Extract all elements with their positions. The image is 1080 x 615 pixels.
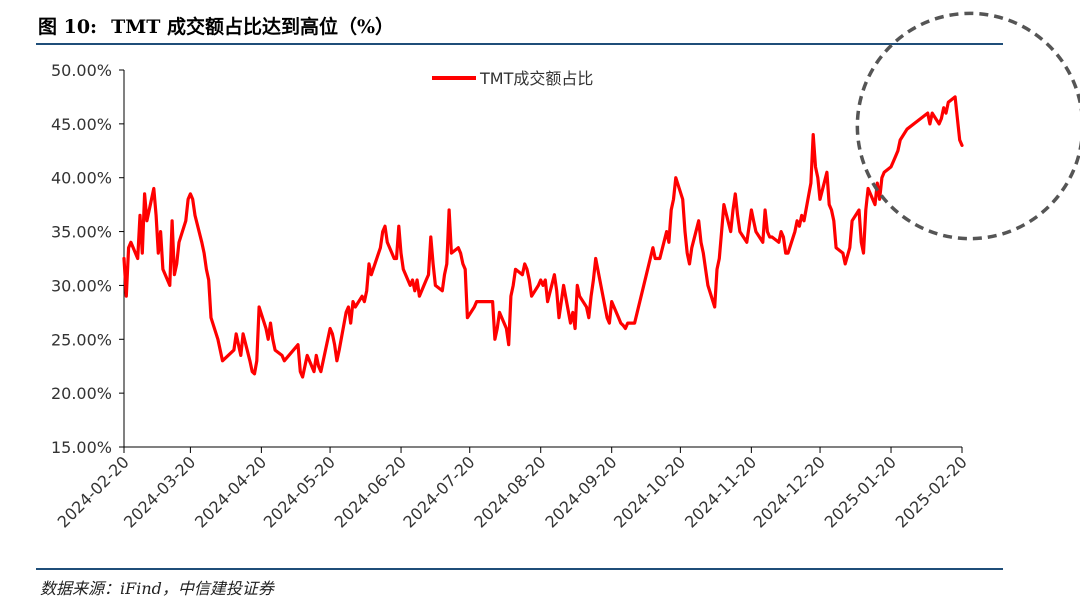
x-tick-label: 2024-03-20 [120, 452, 199, 531]
x-tick-label: 2024-05-20 [260, 452, 339, 531]
y-tick-label: 40.00% [51, 169, 112, 188]
line-chart: 15.00% 20.00% 25.00% 30.00% 35.00% 40.00% 45.0… [51, 11, 1080, 532]
highlight-circle [855, 11, 1080, 241]
x-tick-label: 2024-09-20 [541, 452, 620, 531]
top-rule [36, 43, 1003, 45]
y-tick-label: 35.00% [51, 223, 112, 242]
legend-label: TMT成交额占比 [479, 69, 593, 88]
x-tick-label: 2024-04-20 [191, 452, 270, 531]
y-tick-label: 15.00% [51, 438, 112, 457]
series-line-tmt [122, 95, 964, 379]
y-tick-label: 50.00% [51, 61, 112, 80]
bottom-rule [36, 568, 1003, 570]
x-tick-label: 2024-10-20 [610, 452, 689, 531]
x-tick-label: 2024-12-20 [750, 452, 829, 531]
x-tick-label: 2024-08-20 [470, 452, 549, 531]
y-tick-label: 20.00% [51, 384, 112, 403]
source-note: 数据来源：iFind，中信建投证券 [40, 579, 274, 598]
y-tick-label: 45.00% [51, 115, 112, 134]
figure-title: 图 10: TMT 成交额占比达到高位（%） [38, 12, 394, 39]
y-tick-label: 30.00% [51, 276, 112, 295]
x-tick-label: 2024-07-20 [399, 452, 478, 531]
figure-number: 图 10: [38, 16, 98, 38]
x-tick-label: 2024-11-20 [681, 452, 760, 531]
x-tick-label: 2025-01-20 [821, 452, 900, 531]
figure-title-text: TMT 成交额占比达到高位（%） [111, 16, 395, 38]
x-tick-label: 2025-02-20 [892, 452, 971, 531]
x-tick-label: 2024-06-20 [331, 452, 410, 531]
y-tick-label: 25.00% [51, 330, 112, 349]
